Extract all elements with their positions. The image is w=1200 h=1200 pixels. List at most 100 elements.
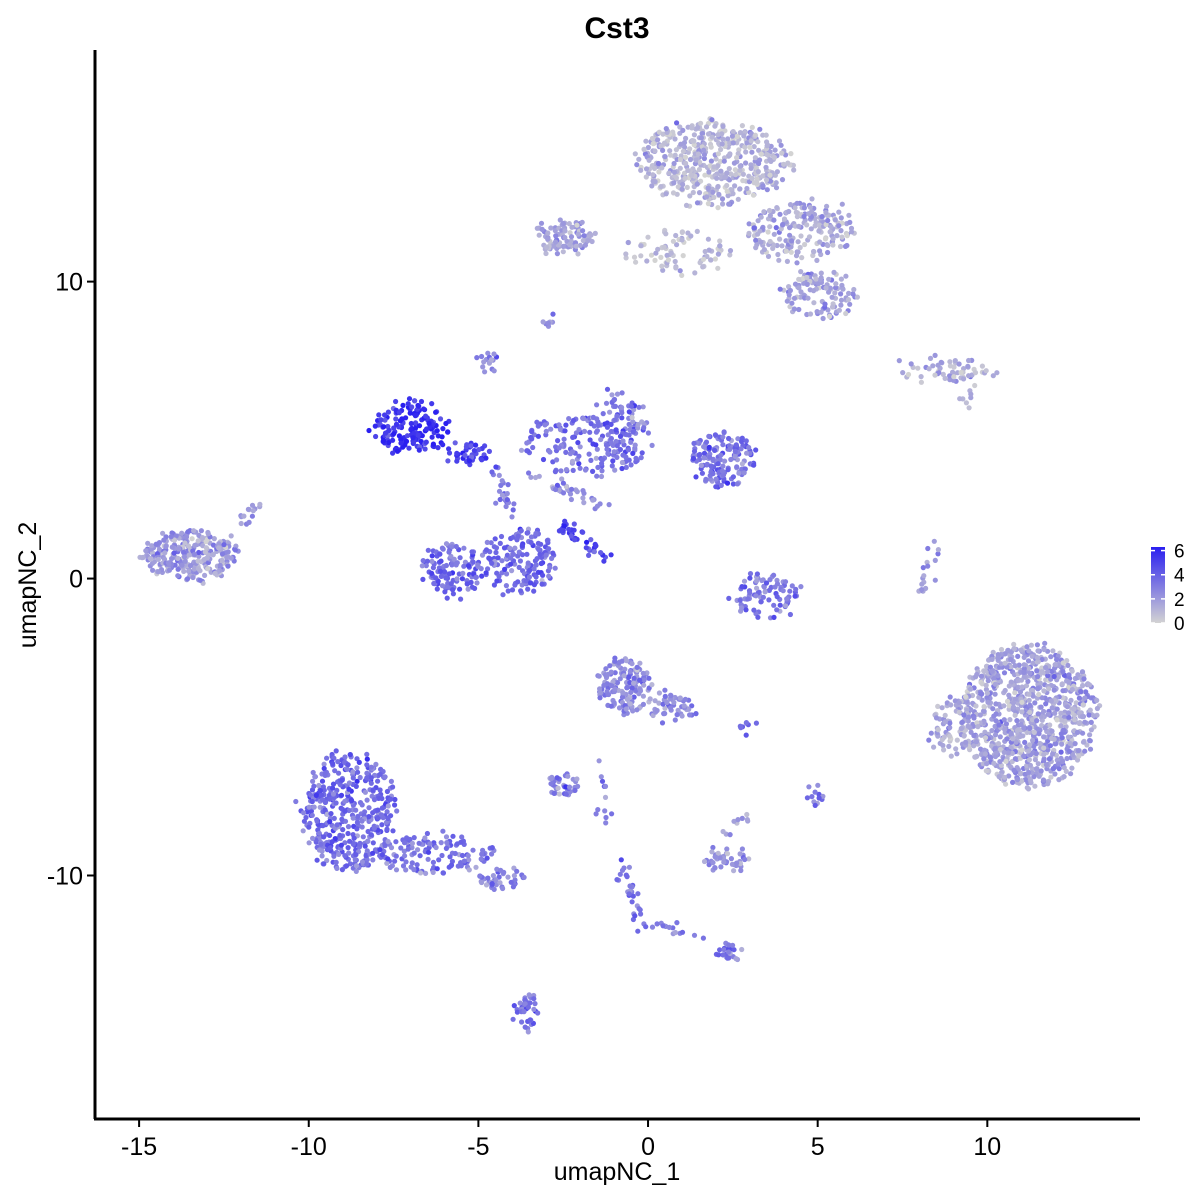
cell-point [712, 432, 719, 438]
cell-point [1060, 669, 1066, 675]
cell-point [480, 364, 486, 370]
cell-point [1051, 687, 1057, 693]
cell-point [589, 238, 595, 245]
cell-point [1066, 748, 1072, 755]
cell-point [740, 178, 746, 184]
cell-point [733, 442, 739, 448]
cell-point [370, 840, 376, 846]
cell-point [679, 186, 685, 192]
cell-point [843, 310, 849, 317]
cell-point [333, 800, 339, 806]
cell-point [400, 863, 407, 869]
cell-point [533, 530, 539, 537]
cell-point [405, 401, 411, 407]
cell-point [1088, 727, 1094, 733]
cell-point [742, 856, 748, 863]
cell-point [581, 233, 587, 239]
cell-point [1001, 717, 1007, 723]
cell-point [326, 792, 332, 799]
cell-point [466, 458, 473, 464]
cell-point [324, 755, 330, 761]
cell-point [168, 534, 174, 540]
cell-point [814, 309, 820, 315]
cell-point [701, 858, 708, 865]
cell-point [598, 550, 604, 556]
cell-point [806, 784, 812, 790]
cell-point [327, 819, 333, 825]
cell-point [1019, 699, 1025, 705]
cell-point [836, 307, 843, 313]
cell-point [554, 775, 560, 781]
cell-point [780, 588, 786, 594]
cell-point [966, 405, 972, 411]
cell-point [956, 709, 962, 715]
cell-point [225, 563, 231, 569]
x-tick-label: 5 [811, 1133, 825, 1161]
cell-point [721, 158, 727, 164]
cell-point [250, 508, 256, 514]
cell-point [1024, 763, 1030, 769]
cell-point [363, 852, 369, 859]
cell-point [1054, 706, 1060, 712]
cell-point [580, 529, 586, 535]
cell-point [384, 788, 390, 795]
cell-point [522, 1001, 528, 1007]
cell-point [961, 712, 967, 718]
cell-point [339, 777, 345, 783]
cell-point [1026, 648, 1032, 654]
cell-point [1043, 664, 1049, 671]
cell-point [448, 863, 454, 869]
cell-point [314, 857, 320, 863]
cell-point [342, 853, 348, 859]
cell-point [1045, 711, 1051, 718]
cell-point [603, 666, 609, 672]
cell-point [571, 537, 578, 543]
cell-point [725, 136, 731, 142]
cell-point [1021, 725, 1027, 731]
cell-point [940, 742, 946, 749]
cell-point [1046, 686, 1052, 692]
cell-point [982, 729, 988, 735]
cell-point [518, 447, 525, 453]
cell-point [1014, 718, 1020, 724]
cell-point [525, 586, 531, 592]
cell-point [588, 232, 594, 238]
cell-point [606, 691, 612, 698]
cell-point [198, 528, 204, 534]
cell-point [390, 828, 396, 834]
cell-point [741, 133, 747, 139]
cell-point [1031, 729, 1037, 736]
cell-point [1035, 674, 1041, 680]
cell-point [327, 796, 333, 802]
cell-point [586, 552, 592, 559]
cell-point [345, 762, 351, 768]
x-tick-label: -5 [467, 1133, 489, 1161]
cell-point [346, 850, 352, 856]
cell-point [382, 417, 388, 423]
cell-point [590, 497, 596, 503]
cell-point [527, 1017, 533, 1023]
cell-point [718, 146, 724, 153]
cell-point [1016, 662, 1022, 668]
cell-point [160, 530, 166, 536]
cell-point [640, 693, 647, 699]
cell-point [1088, 719, 1094, 726]
cell-point [713, 156, 719, 162]
cell-point [776, 257, 782, 263]
cell-point [1070, 752, 1076, 758]
cell-point [452, 850, 458, 857]
cell-point [1029, 717, 1036, 723]
cell-point [143, 548, 149, 554]
cell-point [730, 191, 736, 197]
cell-point [720, 952, 726, 958]
cell-point [454, 560, 460, 566]
cell-point [1011, 641, 1017, 648]
cell-point [606, 502, 612, 508]
cell-point [947, 725, 953, 731]
cell-point [312, 774, 318, 780]
cell-point [638, 253, 644, 259]
cell-point [685, 167, 691, 173]
cell-point [336, 851, 342, 858]
cell-point [998, 661, 1004, 667]
cell-point [446, 446, 452, 452]
